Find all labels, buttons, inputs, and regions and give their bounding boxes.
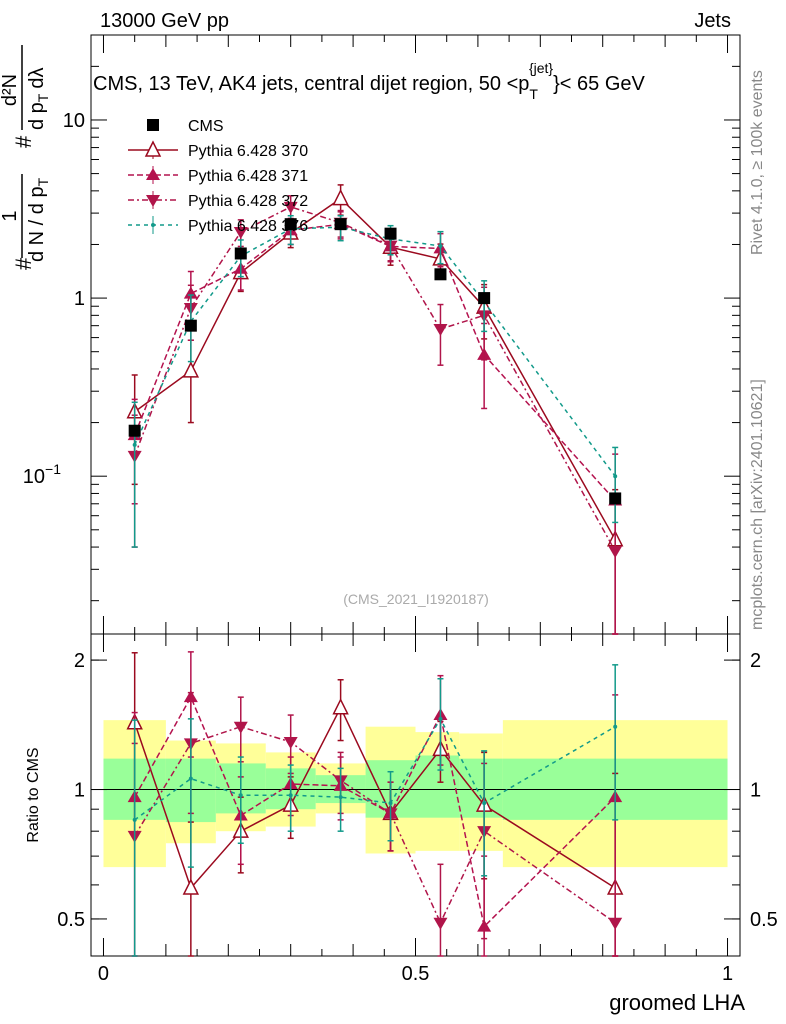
ratio-ytick-label-0: 2 <box>74 650 85 672</box>
main-ylabel: # 1 d N / d pT # d²N d pTdλ <box>0 45 51 270</box>
main-point-py372-3 <box>283 201 298 214</box>
header-left: 13000 GeV pp <box>100 10 229 32</box>
main-ytick-label-2: 10−1 <box>23 461 61 488</box>
ratio-point-py376-8 <box>613 724 618 729</box>
ratio-point-py372-3 <box>283 736 298 749</box>
main-point-py370-1 <box>182 361 200 378</box>
legend-marker-py372 <box>146 195 160 207</box>
header-right: Jets <box>694 10 731 32</box>
ratio-point-py376-6 <box>438 716 443 721</box>
ratio-ytick-label-right-0: 2 <box>750 650 761 672</box>
main-point-cms-6 <box>434 268 447 281</box>
svg-text:#: # <box>11 135 36 148</box>
main-ytick-label-1: 1 <box>74 288 85 310</box>
legend-marker-py376 <box>151 223 155 227</box>
ratio-axis-ticks: 2 2 1 1 0.5 0.5 0 0.5 1 <box>57 35 778 985</box>
legend-label-py371: Pythia 6.428 371 <box>188 168 308 185</box>
svg-text:#: # <box>11 257 36 270</box>
main-point-py376-8 <box>613 474 618 479</box>
main-point-cms-5 <box>384 227 397 240</box>
ratio-ytick-label-right-1: 1 <box>750 780 761 802</box>
main-axis-ticks: 10 1 10−1 <box>23 34 740 602</box>
legend-label-py372: Pythia 6.428 372 <box>188 193 308 210</box>
ratio-point-py372-6 <box>433 917 448 930</box>
source-label: mcplots.cern.ch [arXiv:2401.10621] <box>749 379 766 630</box>
main-point-cms-0 <box>128 424 141 437</box>
legend-marker-cms <box>147 119 159 131</box>
ratio-series-layer <box>126 651 624 957</box>
main-point-cms-8 <box>609 492 622 505</box>
main-ylabel-den2: d pTdλ <box>26 68 51 131</box>
ratio-point-py376-4 <box>338 795 343 800</box>
chart-title: CMS, 13 TeV, AK4 jets, central dijet reg… <box>93 60 645 102</box>
main-point-cms-2 <box>234 247 247 260</box>
x-axis-label: groomed LHA <box>609 990 745 1015</box>
ratio-point-py372-8 <box>608 917 623 930</box>
main-point-py376-0 <box>132 442 137 447</box>
ratio-line-py376 <box>134 717 616 821</box>
ratio-ylabel: Ratio to CMS <box>25 747 42 842</box>
main-point-cms-3 <box>284 218 297 231</box>
analysis-watermark: (CMS_2021_I1920187) <box>343 591 489 607</box>
legend-marker-py370 <box>144 140 162 157</box>
ratio-point-py372-2 <box>233 721 248 734</box>
main-point-cms-1 <box>184 319 197 332</box>
main-point-cms-4 <box>334 218 347 231</box>
ratio-point-py376-7 <box>482 801 487 806</box>
x-tick-label-2: 1 <box>722 963 733 985</box>
svg-text:d²N: d²N <box>0 74 21 106</box>
main-point-py376-6 <box>438 244 443 249</box>
main-ylabel-den1: d N / d pT <box>26 177 51 262</box>
legend-marker-py371 <box>146 168 160 180</box>
main-series-layer <box>126 184 624 635</box>
ratio-point-py376-3 <box>288 793 293 798</box>
legend-label-py370: Pythia 6.428 370 <box>188 143 308 160</box>
ratio-ytick-label-right-2: 0.5 <box>750 909 778 931</box>
ratio-point-py370-1 <box>182 878 200 895</box>
svg-text:1: 1 <box>0 210 21 221</box>
legend-label-py376: Pythia 6.428 376 <box>188 218 308 235</box>
ratio-point-py370-4 <box>332 698 349 715</box>
main-point-py372-6 <box>433 324 448 337</box>
ratio-point-py376-5 <box>388 801 393 806</box>
x-tick-label-1: 0.5 <box>402 963 430 985</box>
ratio-point-py376-0 <box>132 817 137 822</box>
main-ytick-label-0: 10 <box>63 110 85 132</box>
legend-label-cms: CMS <box>188 118 224 135</box>
main-point-py372-2 <box>233 226 248 239</box>
main-point-py372-8 <box>608 546 623 559</box>
main-point-py370-4 <box>332 188 349 206</box>
x-tick-label-0: 0 <box>98 963 109 985</box>
legend: CMS Pythia 6.428 370 Pythia 6.428 371 Pythi… <box>128 118 308 235</box>
ratio-point-py376-2 <box>238 793 243 798</box>
ratio-ytick-label-2: 0.5 <box>57 909 85 931</box>
rivet-label: Rivet 4.1.0, ≥ 100k events <box>749 70 766 255</box>
main-line-py371 <box>133 223 616 502</box>
main-line-py370 <box>134 197 616 541</box>
band-inner-6 <box>415 755 460 818</box>
ratio-ytick-label-1: 1 <box>74 780 85 802</box>
main-line-py372 <box>133 206 616 552</box>
ratio-point-py376-1 <box>188 776 193 781</box>
main-point-cms-7 <box>478 292 491 305</box>
main-line-py376 <box>134 226 616 477</box>
